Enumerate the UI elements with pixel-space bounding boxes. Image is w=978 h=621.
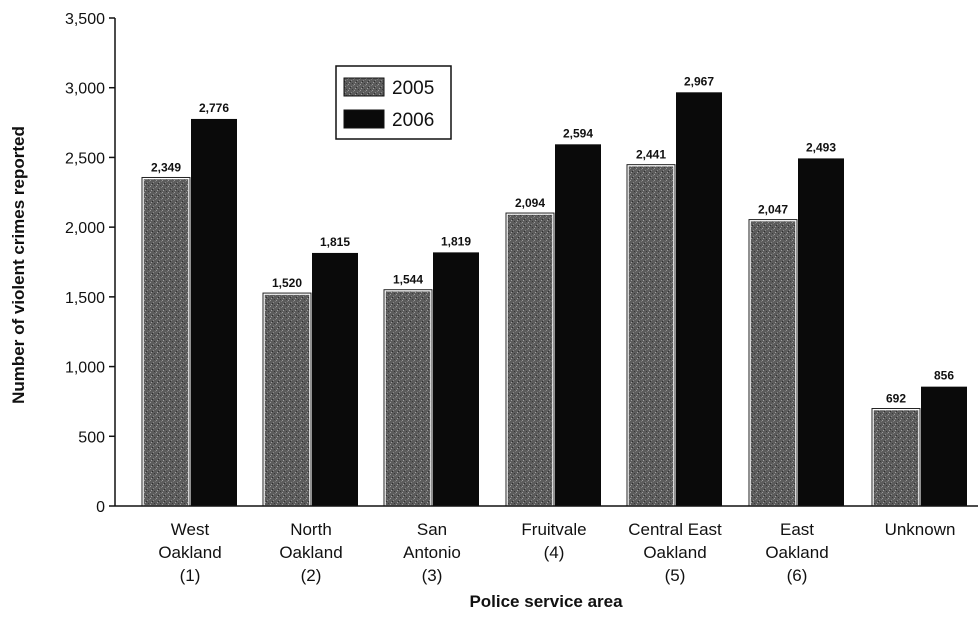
data-label-2005-7: 692 <box>886 392 906 406</box>
data-label-2006-1: 2,776 <box>199 101 229 115</box>
bar-2005-5 <box>627 164 675 507</box>
x-tick-label: East Oakland (6) <box>765 520 828 585</box>
bar-2005-6 <box>749 219 797 507</box>
bar-2005-1 <box>142 177 190 507</box>
bar-2005-4 <box>506 213 554 507</box>
bar-2006-3 <box>433 252 479 506</box>
x-axis-title: Police service area <box>469 592 623 611</box>
data-label-2005-1: 2,349 <box>151 160 181 174</box>
bar-2005-7 <box>872 408 920 507</box>
y-tick-label: 500 <box>78 429 105 446</box>
data-label-2006-5: 2,967 <box>684 74 714 88</box>
bar-2005-3 <box>384 289 432 507</box>
legend-swatch-2006 <box>343 109 385 129</box>
y-tick-label: 3,500 <box>65 11 105 28</box>
y-tick-label: 2,500 <box>65 150 105 167</box>
data-label-2005-4: 2,094 <box>515 196 545 210</box>
bar-2006-2 <box>312 252 358 506</box>
bars: 2,349 2,776 1,520 1,815 1,544 1,819 2,094 2,594… <box>141 74 967 507</box>
bar-2006-6 <box>798 158 844 506</box>
data-label-2005-5: 2,441 <box>636 148 666 162</box>
data-label-2006-4: 2,594 <box>563 126 593 140</box>
data-label-2006-3: 1,819 <box>441 234 471 248</box>
bar-2005-2 <box>263 293 311 507</box>
legend: 2005 2006 <box>335 65 452 140</box>
y-tick-label: 1,000 <box>65 360 105 377</box>
data-label-2005-3: 1,544 <box>393 273 423 287</box>
y-tick-label: 2,000 <box>65 220 105 237</box>
data-label-2006-2: 1,815 <box>320 235 350 249</box>
x-tick-label: San Antonio (3) <box>403 520 461 585</box>
x-tick-label: Central East Oakland (5) <box>628 520 722 585</box>
data-label-2005-6: 2,047 <box>758 203 788 217</box>
bar-2006-4 <box>555 144 601 507</box>
y-axis-title: Number of violent crimes reported <box>9 126 28 404</box>
x-tick-label: North Oakland (2) <box>279 520 342 585</box>
bar-2006-5 <box>676 92 722 506</box>
data-label-2005-2: 1,520 <box>272 276 302 290</box>
y-tick-label: 1,500 <box>65 290 105 307</box>
data-label-2006-7: 856 <box>934 369 954 383</box>
bar-2006-7 <box>921 386 967 506</box>
x-tick-label: Fruitvale (4) <box>521 520 586 562</box>
bar-2006-1 <box>191 118 237 506</box>
x-axis: West Oakland (1) North Oakland (2) San Antonio(… <box>115 505 978 585</box>
y-axis: 0 500 1,000 1,500 2,000 2,500 3,000 3,500 <box>65 11 116 516</box>
legend-label-2005: 2005 <box>392 78 434 99</box>
x-tick-label: West Oakland (1) <box>158 520 221 585</box>
legend-swatch-2005 <box>343 77 385 97</box>
y-tick-label: 0 <box>96 499 105 516</box>
x-tick-label: Unknown <box>885 520 956 539</box>
data-label-2006-6: 2,493 <box>806 140 836 154</box>
y-tick-label: 3,000 <box>65 81 105 98</box>
legend-label-2006: 2006 <box>392 110 434 131</box>
